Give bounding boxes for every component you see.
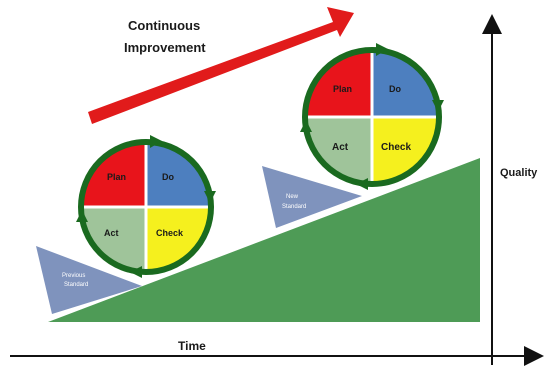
previous-standard-line1: Previous	[62, 273, 85, 279]
new-standard-line1: New	[286, 194, 299, 200]
lower-do-label: Do	[162, 172, 174, 182]
arrow-label-line1: Continuous	[128, 18, 200, 33]
previous-standard-line2: Standard	[64, 282, 88, 288]
upper-do-label: Do	[389, 84, 401, 94]
lower-check-label: Check	[156, 228, 184, 238]
upper-plan-label: Plan	[333, 84, 352, 94]
lower-act-label: Act	[104, 228, 119, 238]
pdca-cycle-upper: Plan Do Check Act	[300, 43, 444, 190]
quality-axis-label: Quality	[500, 167, 538, 179]
time-axis-label: Time	[178, 339, 206, 353]
upper-act-label: Act	[332, 142, 349, 153]
new-standard-line2: Standard	[282, 204, 306, 210]
lower-plan-label: Plan	[107, 172, 126, 182]
upper-check-label: Check	[381, 142, 411, 153]
pdca-cycle-lower: Plan Do Check Act	[76, 135, 216, 278]
arrow-label-line2: Improvement	[124, 40, 206, 55]
